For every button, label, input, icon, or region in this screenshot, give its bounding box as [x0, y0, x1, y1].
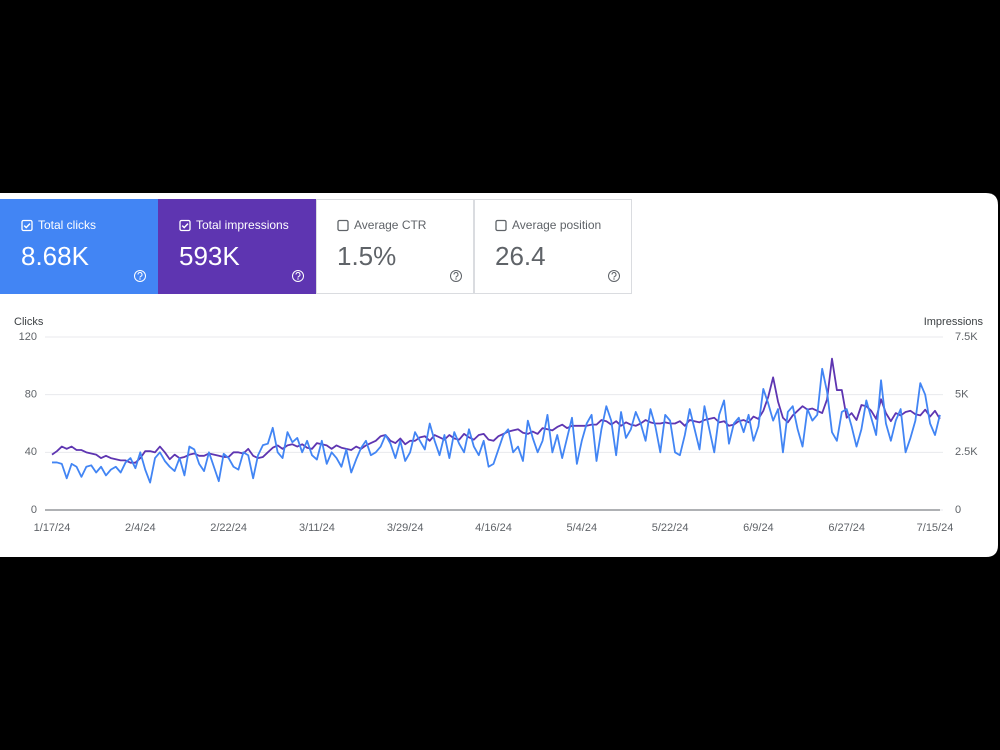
x-tick-label: 1/17/24: [34, 522, 71, 534]
x-tick-label: 5/22/24: [652, 522, 689, 534]
y2-axis-label: Impressions: [924, 316, 984, 328]
y-tick-label: 0: [31, 504, 37, 516]
x-tick-label: 2/22/24: [210, 522, 247, 534]
card-label: Average position: [512, 218, 601, 232]
y2-tick-label: 2.5K: [955, 446, 978, 458]
card-label: Total clicks: [38, 218, 96, 232]
help-glyph: [137, 272, 143, 278]
card-value: 26.4: [495, 241, 546, 271]
series-line: [52, 367, 941, 484]
help-icon: [134, 270, 146, 282]
checkbox: [337, 219, 349, 232]
metric-card[interactable]: Average position 26.4: [474, 199, 632, 294]
x-tick-label: 6/27/24: [828, 522, 865, 534]
help-dot: [297, 278, 299, 280]
y-tick-label: 40: [25, 446, 37, 458]
metric-card[interactable]: Average CTR 1.5%: [316, 199, 474, 294]
help-dot: [139, 278, 141, 280]
help-icon: [608, 270, 620, 282]
x-tick-label: 3/29/24: [387, 522, 424, 534]
card-background: [0, 199, 158, 294]
y2-tick-label: 7.5K: [955, 331, 978, 343]
y2-tick-label: 0: [955, 504, 961, 516]
help-icon: [450, 270, 462, 282]
y-axis-label: Clicks: [14, 316, 44, 328]
x-tick-label: 2/4/24: [125, 522, 156, 534]
y-tick-label: 80: [25, 389, 37, 401]
x-tick-label: 3/11/24: [299, 522, 335, 534]
checkbox: [21, 219, 33, 232]
card-background: [158, 199, 316, 294]
card-background: [474, 199, 632, 294]
help-dot: [455, 278, 457, 280]
card-value: 8.68K: [21, 241, 90, 271]
card-value: 593K: [179, 241, 240, 271]
card-label: Total impressions: [196, 218, 289, 232]
metric-card[interactable]: Total impressions 593K: [158, 199, 316, 294]
series-line: [51, 357, 941, 464]
x-tick-label: 6/9/24: [743, 522, 774, 534]
help-glyph: [453, 272, 459, 278]
metric-card[interactable]: Total clicks 8.68K: [0, 199, 158, 294]
x-tick-label: 7/15/24: [917, 522, 954, 534]
x-tick-label: 4/16/24: [475, 522, 512, 534]
help-dot: [613, 278, 615, 280]
y-tick-label: 120: [19, 331, 37, 343]
checkmark: [181, 223, 189, 229]
checkmark: [23, 223, 31, 229]
help-glyph: [295, 272, 301, 278]
y2-tick-label: 5K: [955, 389, 969, 401]
card-label: Average CTR: [354, 218, 427, 232]
x-tick-label: 5/4/24: [567, 522, 598, 534]
card-value: 1.5%: [337, 241, 396, 271]
help-icon: [292, 270, 304, 282]
card-background: [316, 199, 474, 294]
checkbox: [179, 219, 191, 232]
help-glyph: [611, 272, 617, 278]
checkbox: [495, 219, 507, 232]
